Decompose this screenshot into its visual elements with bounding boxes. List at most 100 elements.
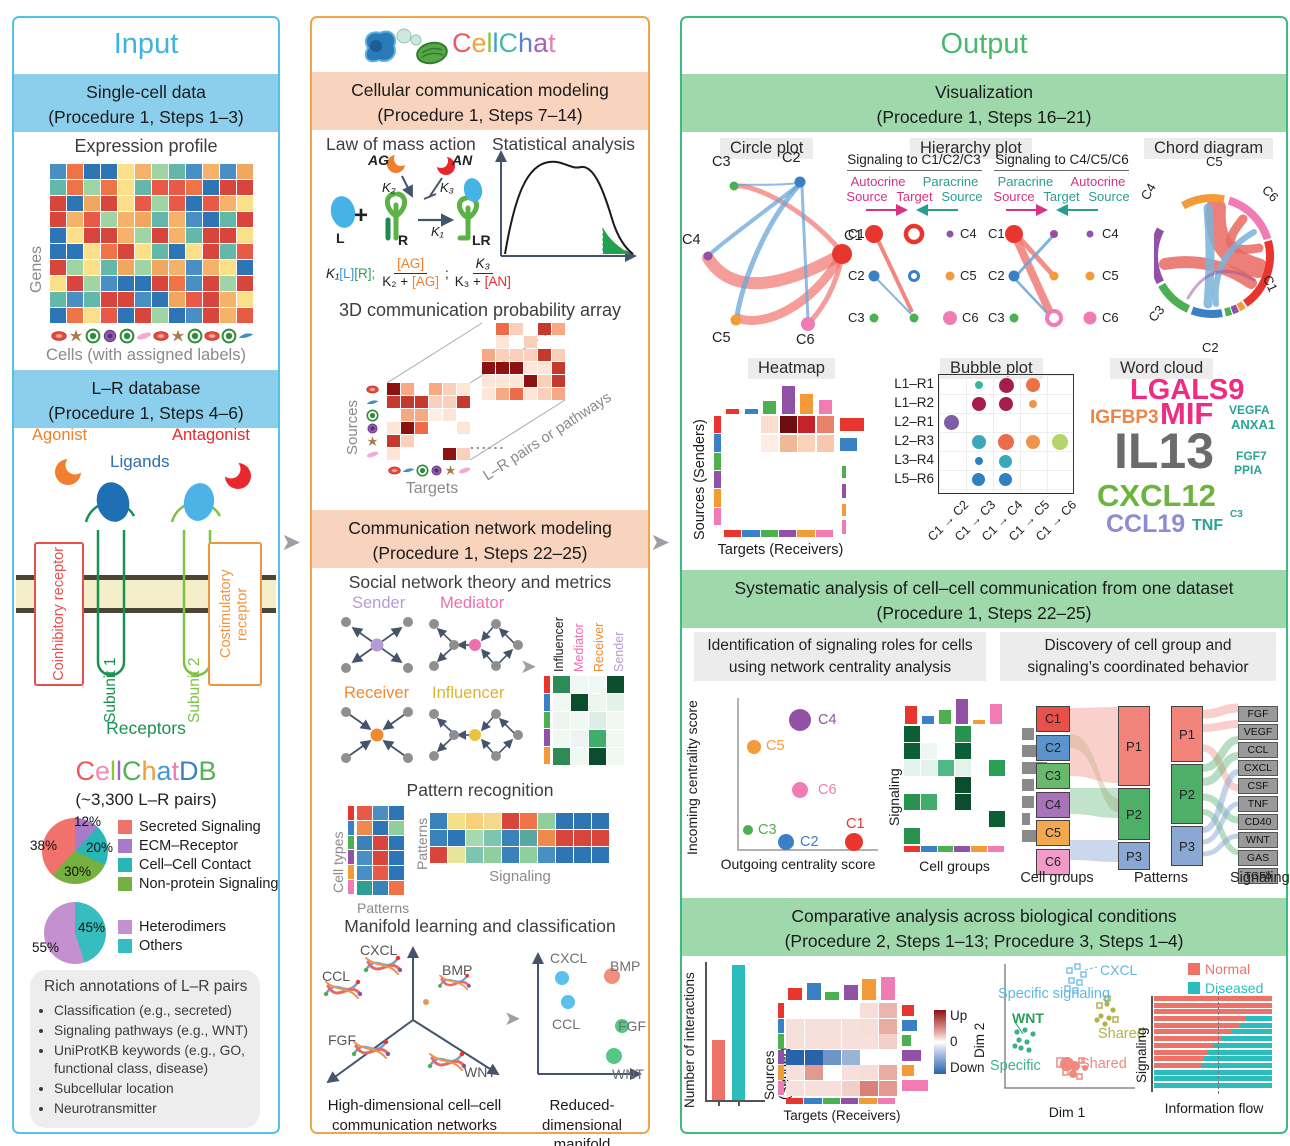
alluvial-sig: TNF <box>1238 796 1278 812</box>
circle-plot-title: Circle plot <box>720 138 814 159</box>
green-cell-icon <box>366 409 379 422</box>
legend-swatch <box>118 939 132 953</box>
flow-bar <box>1154 1056 1272 1062</box>
autocrine-label: Autocrine <box>1070 174 1126 189</box>
bubble-row-label: L5–R6 <box>894 471 934 486</box>
alluvial-c6: C6 <box>1036 848 1070 875</box>
bubble <box>999 473 1012 486</box>
lr-database-band: L–R database (Procedure 1, Steps 4–6) <box>14 370 278 428</box>
heatmap-title: Heatmap <box>748 358 835 379</box>
bubble <box>1026 378 1040 392</box>
green-cell-icon <box>416 464 429 477</box>
col-bar <box>807 983 821 1000</box>
diff-row-strip <box>778 1003 784 1096</box>
interactions-bar-normal <box>712 1040 725 1100</box>
interactions-y-label: Number of interactions <box>682 972 697 1108</box>
dim2-label: Dim 2 <box>972 1022 987 1058</box>
rd-caption: Reduced-dimensional manifold <box>517 1096 647 1146</box>
row-tick <box>842 520 846 534</box>
signaling-heatmap <box>904 726 1005 844</box>
flow-bar <box>1154 1016 1272 1022</box>
receiver-network-icon <box>341 707 413 763</box>
cellchat-logo-icon <box>364 28 448 65</box>
pink-cell-icon <box>366 448 379 461</box>
purple-cell-icon <box>430 464 443 477</box>
bubble <box>972 473 985 486</box>
interactions-x-axis <box>705 1100 765 1102</box>
col-bar <box>905 706 917 724</box>
rd-cxcl-label: CXCL <box>550 950 588 966</box>
circle-c2: C2 <box>782 150 801 166</box>
bubble <box>972 435 986 449</box>
alluvial-sig: CCL <box>1238 742 1278 758</box>
alluvial-sig: CSF <box>1238 778 1278 794</box>
network-line1: Communication network modeling <box>348 518 612 538</box>
sources-axis-label: Sources <box>344 399 361 455</box>
word-vegfa: VEGFA <box>1229 403 1270 417</box>
flow-bar <box>1154 1002 1272 1008</box>
hier-right-bracket <box>994 170 1129 171</box>
cent-c3: C3 <box>758 822 777 838</box>
mediator-label: Mediator <box>440 594 505 612</box>
patterns-b-axis-label: Patterns <box>414 817 430 870</box>
alluvial-c2: C2 <box>1036 734 1070 761</box>
db-subtitle: (~3,300 L–R pairs) <box>75 790 217 809</box>
flow-arrow-icon: ➤ <box>520 656 537 678</box>
col-bar <box>819 400 832 414</box>
target-label: Target <box>896 189 933 204</box>
legend-item: Cell–Cell Contact <box>118 857 278 873</box>
array-dots: ...... <box>470 436 506 452</box>
hd-networks-plot <box>322 946 500 1084</box>
wnt-label: WNT <box>1012 1010 1044 1026</box>
legend-item: Non-protein Signaling <box>118 876 278 892</box>
flow-bar <box>1154 1029 1272 1035</box>
col-bar <box>825 992 839 1000</box>
alluvial-c3: C3 <box>1036 763 1070 789</box>
tick <box>718 1102 720 1106</box>
db-letter: D <box>179 756 199 786</box>
hier-right-line2: Source Target Source <box>989 189 1134 204</box>
bubble <box>944 415 959 430</box>
legend-label: Heterodimers <box>139 919 227 935</box>
legend-item: Others <box>118 938 226 954</box>
col-bar <box>881 977 895 1000</box>
alluvial-p2b: P2 <box>1171 764 1203 824</box>
bubble <box>1026 435 1040 449</box>
db-letter: h <box>141 756 157 786</box>
legend-label: Non-protein Signaling <box>139 876 279 892</box>
pie1-legend: Secreted Signaling ECM–Receptor Cell–Cel… <box>118 816 278 895</box>
mass-action-formulas: K₁ [L] [R]; [AG] K₂ + [AG] ; K₃ K₃ + [AN… <box>326 256 513 291</box>
heatmap-col-strip <box>724 530 834 537</box>
flow-bar <box>1154 1082 1272 1088</box>
lr-label: LR <box>472 232 491 248</box>
logo-letter: l <box>492 28 499 58</box>
specific-signaling-label: Specific signaling <box>998 986 1111 1002</box>
receiver-label: Receiver <box>344 684 410 702</box>
flow-y-label: Signaling <box>1134 1027 1149 1083</box>
normal-label: Normal <box>1205 961 1251 977</box>
flow-arrow-icon: ➤ <box>504 1008 521 1030</box>
flow-y-axis <box>1151 996 1153 1092</box>
hier-left-line2: Source Target Source <box>842 189 987 204</box>
hier-c2: C2 <box>848 268 865 283</box>
comparative-band: Comparative analysis across biological c… <box>682 898 1286 956</box>
cellchat-panel: CellChat Cellular communication modeling… <box>310 16 650 1146</box>
systematic-band: Systematic analysis of cell–cell communi… <box>682 570 1286 628</box>
cent-c6: C6 <box>818 782 837 798</box>
circle-c1: C1 <box>844 228 863 244</box>
bubble-row-label: L1–R1 <box>894 376 934 391</box>
diff-x-label: Targets (Receivers) <box>783 1108 901 1123</box>
formula-k1: K₁ <box>326 265 340 281</box>
network-line2: (Procedure 1, Steps 22–25) <box>372 542 588 563</box>
flow-legend: Normal Diseased <box>1188 958 1263 999</box>
flow-bar <box>1154 1076 1272 1082</box>
pie-pct: 20% <box>86 840 114 855</box>
colorbar-up-label: Up <box>950 1008 968 1023</box>
receptors-label: Receptors <box>106 718 186 738</box>
pattern-a-heatmap <box>357 806 404 895</box>
ag-label: AG <box>368 152 389 168</box>
mediator-network-icon <box>429 619 523 671</box>
word-lgals9: LGALS9 <box>1130 374 1245 406</box>
network-modeling-band: Communication network modeling (Procedur… <box>312 510 648 568</box>
flow-bar <box>1154 1022 1272 1028</box>
